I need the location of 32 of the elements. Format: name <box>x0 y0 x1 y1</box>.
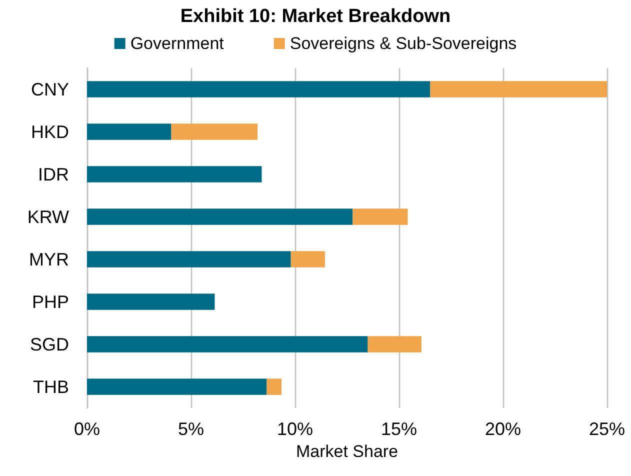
legend-label: Sovereigns & Sub-Sovereigns <box>290 34 517 53</box>
bar <box>87 208 353 225</box>
bar <box>87 294 215 310</box>
x-tick-label: 5% <box>178 419 204 439</box>
y-tick-label: HKD <box>30 122 69 142</box>
bar <box>430 81 607 98</box>
bar <box>87 378 267 395</box>
legend-label: Government <box>130 34 224 53</box>
x-axis-title: Market Share <box>296 442 398 461</box>
x-tick-label: 25% <box>588 419 626 439</box>
bar <box>87 251 291 268</box>
bar <box>352 208 408 225</box>
y-tick-label: CNY <box>30 79 69 100</box>
bar <box>171 124 258 140</box>
x-tick-label: 10% <box>276 419 314 439</box>
bar <box>368 336 422 352</box>
bar <box>87 124 172 140</box>
x-tick-label: 20% <box>484 419 522 439</box>
bar <box>290 251 325 268</box>
bar <box>87 336 368 352</box>
y-tick-label: SGD <box>30 334 69 354</box>
x-tick-label: 0% <box>74 419 100 439</box>
y-tick-label: THB <box>33 376 69 397</box>
y-tick-label: IDR <box>38 164 69 184</box>
x-tick-label: 15% <box>380 419 418 439</box>
y-tick-label: PHP <box>32 292 69 312</box>
chart-title: Exhibit 10: Market Breakdown <box>180 6 451 27</box>
y-tick-label: KRW <box>27 206 70 227</box>
bar <box>87 166 262 182</box>
bar <box>266 378 282 395</box>
y-tick-label: MYR <box>29 249 69 270</box>
bar <box>87 81 430 98</box>
